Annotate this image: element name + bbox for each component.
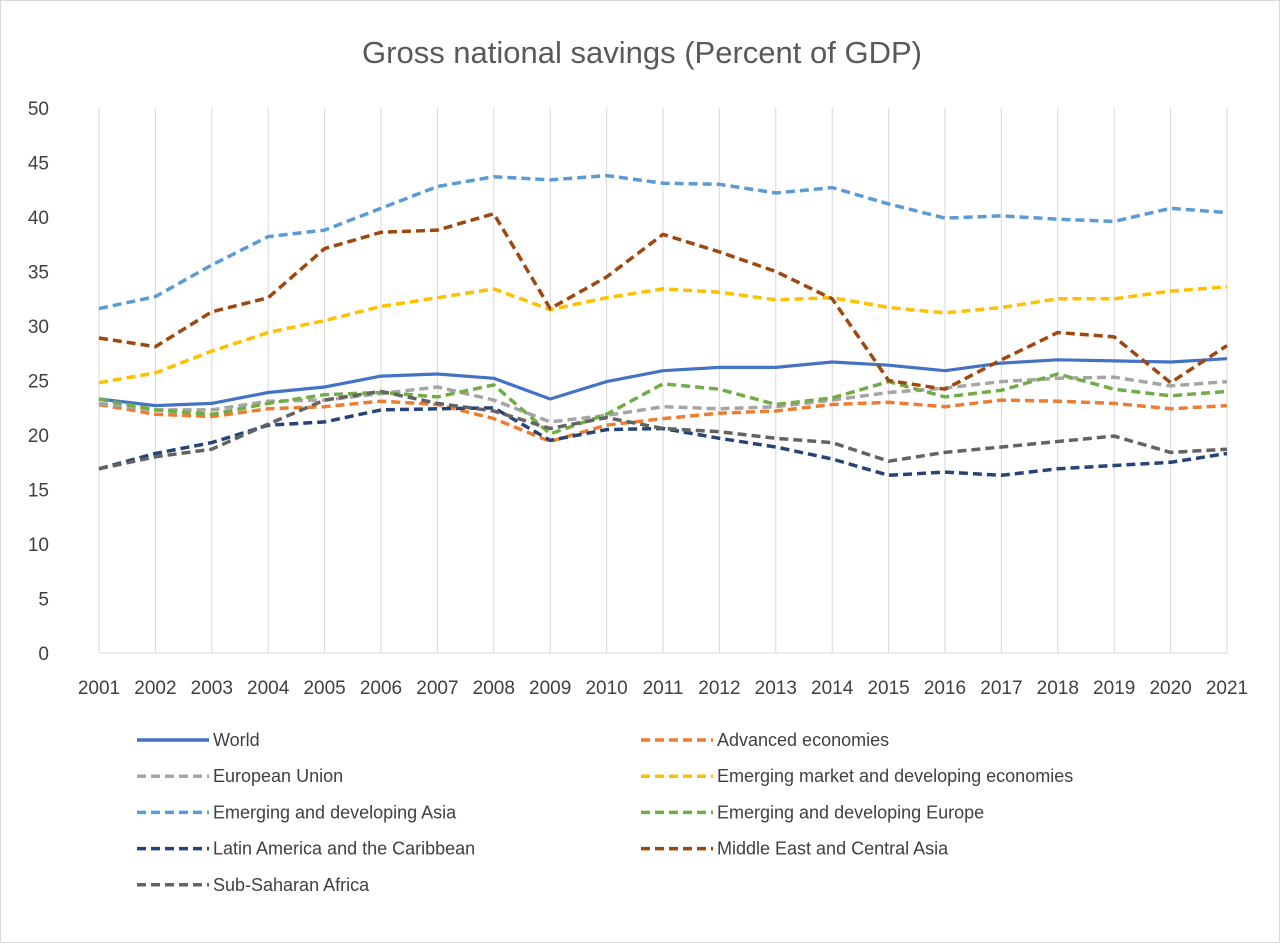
series-line-emerging-and-developing-europe: [98, 372, 1228, 436]
x-tick-label: 2007: [416, 678, 458, 699]
legend-label-emerging-and-developing-asia: Emerging and developing Asia: [213, 802, 457, 822]
y-axis-tick-labels: 0 5 10 15 20 25 30 35 40 45 50: [28, 99, 49, 665]
x-tick-label: 2016: [924, 678, 966, 699]
x-tick-label: 2008: [473, 678, 515, 699]
legend-label-middle-east-and-central-asia: Middle East and Central Asia: [717, 839, 949, 859]
y-tick-label: 5: [38, 590, 49, 611]
x-tick-label: 2006: [360, 678, 402, 699]
y-tick-label: 25: [28, 372, 49, 393]
x-tick-label: 2011: [643, 678, 684, 699]
legend-label-sub-saharan-africa: Sub-Saharan Africa: [213, 875, 370, 895]
x-tick-label: 2017: [980, 678, 1022, 699]
y-tick-label: 40: [28, 208, 49, 229]
legend-label-world: World: [213, 730, 260, 750]
x-tick-label: 2002: [134, 678, 176, 699]
x-tick-label: 2001: [78, 678, 120, 699]
y-tick-label: 15: [28, 481, 49, 502]
y-tick-label: 35: [28, 263, 49, 284]
y-tick-label: 30: [28, 317, 49, 338]
legend-label-latin-america-and-the-caribbean: Latin America and the Caribbean: [213, 839, 475, 859]
series-lines: [98, 173, 1228, 478]
x-tick-label: 2021: [1206, 678, 1248, 699]
series-line-latin-america-and-the-caribbean: [98, 406, 1228, 478]
x-tick-label: 2003: [191, 678, 233, 699]
series-line-emerging-and-developing-asia: [98, 173, 1228, 311]
x-tick-label: 2010: [585, 678, 627, 699]
y-tick-label: 20: [28, 426, 49, 447]
y-tick-label: 50: [28, 99, 49, 120]
x-axis-tick-labels: 2001 2002 2003 2004 2005 2006 2007 2008 2009 2010…: [78, 678, 1248, 699]
y-tick-label: 0: [38, 644, 49, 665]
legend: World Advanced economies European Union Eme…: [137, 730, 1073, 895]
legend-label-emerging-market-and-developing-economies: Emerging market and developing economies: [717, 766, 1073, 786]
y-tick-label: 45: [28, 154, 49, 175]
x-tick-label: 2019: [1093, 678, 1135, 699]
x-tick-label: 2014: [811, 678, 854, 699]
legend-label-advanced-economies: Advanced economies: [717, 730, 889, 750]
legend-label-european-union: European Union: [213, 766, 343, 786]
x-tick-label: 2012: [698, 678, 740, 699]
legend-label-emerging-and-developing-europe: Emerging and developing Europe: [717, 802, 984, 822]
vertical-gridlines: [98, 108, 1228, 654]
series-line-world: [98, 357, 1228, 408]
y-tick-label: 10: [28, 535, 49, 556]
series-line-sub-saharan-africa: [98, 389, 1228, 471]
series-line-middle-east-and-central-asia: [98, 211, 1228, 391]
x-tick-label: 2009: [529, 678, 571, 699]
x-tick-label: 2013: [755, 678, 797, 699]
x-tick-label: 2020: [1149, 678, 1191, 699]
series-line-advanced-economies: [98, 398, 1228, 444]
x-tick-label: 2005: [303, 678, 345, 699]
chart-title: Gross national savings (Percent of GDP): [362, 35, 922, 70]
x-tick-label: 2018: [1037, 678, 1079, 699]
series-line-emerging-market-and-developing-economies: [98, 285, 1228, 385]
x-tick-label: 2004: [247, 678, 290, 699]
x-tick-label: 2015: [867, 678, 909, 699]
